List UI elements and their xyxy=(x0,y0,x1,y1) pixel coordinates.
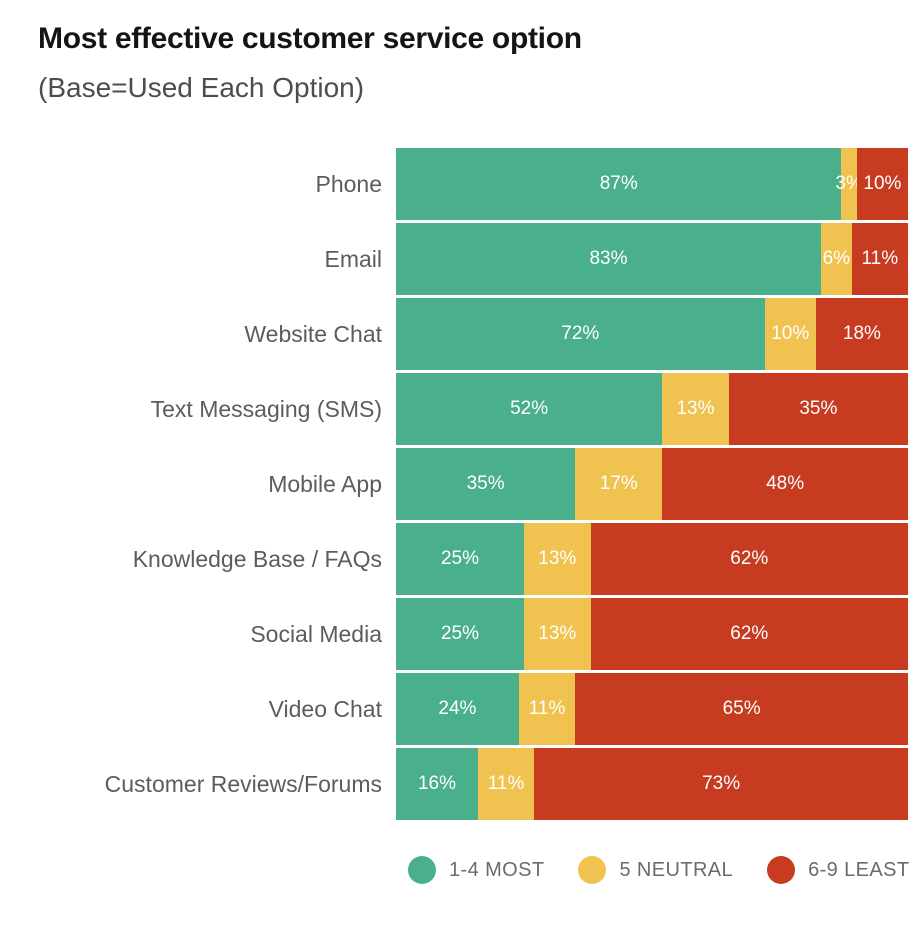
bar-segment-1-4-most: 35% xyxy=(396,448,576,520)
bar-track: 83% 6% 11% xyxy=(396,223,908,295)
bar-segment-6-9-least: 62% xyxy=(590,598,908,670)
legend-item-most: 1-4 MOST xyxy=(408,856,544,884)
bar-segment-5-neutral: 11% xyxy=(518,673,576,745)
bar-segment-1-4-most: 72% xyxy=(396,298,765,370)
legend-label-most: 1-4 MOST xyxy=(449,858,545,881)
bar-segment-5-neutral: 6% xyxy=(820,223,852,295)
bar-track: 24% 11% 65% xyxy=(396,673,908,745)
chart-row: Phone 87% 3% 10% xyxy=(0,148,920,220)
legend-swatch-neutral-icon xyxy=(578,856,607,884)
category-label: Mobile App xyxy=(268,470,382,497)
bar-segment-1-4-most: 25% xyxy=(396,523,524,595)
bar-segment-1-4-most: 83% xyxy=(396,223,821,295)
chart-row: Social Media 25% 13% 62% xyxy=(0,598,920,670)
bar-segment-5-neutral: 13% xyxy=(524,523,591,595)
bar-segment-6-9-least: 48% xyxy=(662,448,908,520)
bar-segment-5-neutral: 17% xyxy=(575,448,663,520)
bar-segment-1-4-most: 16% xyxy=(396,748,478,820)
bar-track: 87% 3% 10% xyxy=(396,148,908,220)
chart-row: Video Chat 24% 11% 65% xyxy=(0,673,920,745)
category-label: Customer Reviews/Forums xyxy=(104,770,382,797)
chart-row: Knowledge Base / FAQs 25% 13% 62% xyxy=(0,523,920,595)
chart-row: Text Messaging (SMS) 52% 13% 35% xyxy=(0,373,920,445)
bar-track: 52% 13% 35% xyxy=(396,373,908,445)
bar-segment-5-neutral: 13% xyxy=(662,373,729,445)
bar-segment-1-4-most: 52% xyxy=(396,373,663,445)
category-label: Phone xyxy=(315,170,382,197)
bar-segment-1-4-most: 87% xyxy=(396,148,842,220)
chart-row: Email 83% 6% 11% xyxy=(0,223,920,295)
bar-segment-1-4-most: 24% xyxy=(396,673,519,745)
bar-segment-5-neutral: 3% xyxy=(835,148,863,220)
chart-row: Customer Reviews/Forums 16% 11% 73% xyxy=(0,748,920,820)
bar-segment-5-neutral: 10% xyxy=(764,298,816,370)
legend-swatch-most-icon xyxy=(408,856,436,884)
category-label: Text Messaging (SMS) xyxy=(150,395,382,422)
bar-track: 25% 13% 62% xyxy=(396,598,908,670)
chart-row: Mobile App 35% 17% 48% xyxy=(0,448,920,520)
bar-segment-1-4-most: 25% xyxy=(396,598,524,670)
bar-chart: Phone 87% 3% 10% Email 83% 6% 11% Website Chat 72… xyxy=(0,148,920,820)
category-label: Email xyxy=(324,245,382,272)
legend: 1-4 MOST 5 NEUTRAL 6-9 LEAST xyxy=(408,856,920,884)
legend-swatch-least-icon xyxy=(767,856,796,884)
bar-track: 72% 10% 18% xyxy=(396,298,908,370)
bar-segment-6-9-least: 18% xyxy=(815,298,908,370)
legend-item-least: 6-9 LEAST xyxy=(767,856,909,884)
bar-segment-6-9-least: 73% xyxy=(534,748,908,820)
legend-label-neutral: 5 NEUTRAL xyxy=(619,858,734,881)
category-label: Video Chat xyxy=(268,695,382,722)
chart-title: Most effective customer service option xyxy=(38,22,582,55)
category-label: Website Chat xyxy=(244,320,382,347)
chart-row: Website Chat 72% 10% 18% xyxy=(0,298,920,370)
legend-item-neutral: 5 NEUTRAL xyxy=(578,856,733,884)
bar-track: 35% 17% 48% xyxy=(396,448,908,520)
bar-segment-6-9-least: 62% xyxy=(590,523,908,595)
legend-label-least: 6-9 LEAST xyxy=(808,858,910,881)
bar-segment-5-neutral: 13% xyxy=(524,598,591,670)
bar-segment-6-9-least: 65% xyxy=(575,673,908,745)
bar-segment-6-9-least: 35% xyxy=(728,373,908,445)
bar-track: 16% 11% 73% xyxy=(396,748,908,820)
chart-subtitle: (Base=Used Each Option) xyxy=(38,72,365,103)
bar-segment-5-neutral: 11% xyxy=(477,748,535,820)
category-label: Social Media xyxy=(250,620,382,647)
bar-segment-6-9-least: 11% xyxy=(851,223,908,295)
category-label: Knowledge Base / FAQs xyxy=(132,545,382,572)
bar-track: 25% 13% 62% xyxy=(396,523,908,595)
bar-segment-6-9-least: 10% xyxy=(856,148,908,220)
